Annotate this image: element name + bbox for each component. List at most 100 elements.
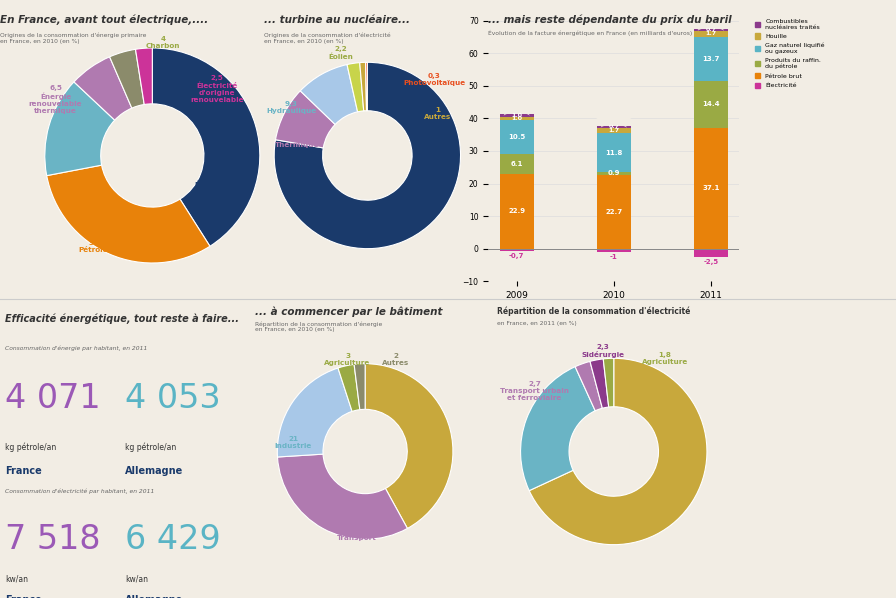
Wedge shape bbox=[109, 49, 144, 108]
Bar bbox=[500, 120, 534, 154]
Wedge shape bbox=[366, 62, 367, 111]
Wedge shape bbox=[354, 364, 365, 410]
Wedge shape bbox=[575, 361, 602, 411]
Wedge shape bbox=[278, 368, 352, 457]
Text: ... mais reste dépendante du prix du baril: ... mais reste dépendante du prix du bar… bbox=[488, 15, 732, 26]
Wedge shape bbox=[274, 62, 461, 249]
Text: En France, avant tout électrique,....: En France, avant tout électrique,.... bbox=[0, 15, 208, 26]
Wedge shape bbox=[135, 48, 152, 105]
Text: kg pétrole/an: kg pétrole/an bbox=[125, 443, 177, 452]
Text: 22.9: 22.9 bbox=[508, 208, 525, 214]
Text: 1,8
Agriculture: 1,8 Agriculture bbox=[642, 352, 688, 365]
Wedge shape bbox=[47, 165, 210, 263]
Wedge shape bbox=[275, 91, 335, 148]
Text: 7 518: 7 518 bbox=[5, 523, 100, 556]
Text: -1: -1 bbox=[610, 254, 617, 260]
Text: 2,5
Électricité
d'origine
renouvelable: 2,5 Électricité d'origine renouvelable bbox=[190, 75, 244, 103]
Text: 41
Électricité
d'origine
nucléaire: 41 Électricité d'origine nucléaire bbox=[194, 174, 236, 202]
Bar bbox=[597, 128, 631, 133]
Text: en France, en 2011 (en %): en France, en 2011 (en %) bbox=[497, 321, 577, 326]
Wedge shape bbox=[603, 358, 614, 407]
Text: Consommation d'électricité par habitant, en 2011: Consommation d'électricité par habitant,… bbox=[5, 489, 154, 494]
Text: 9,5
Thermique: 9,5 Thermique bbox=[275, 135, 320, 148]
Text: 1.7: 1.7 bbox=[705, 31, 717, 36]
Text: 1.7: 1.7 bbox=[608, 128, 619, 133]
Bar bbox=[597, 175, 631, 249]
Text: 0,3
Photovoltaïque: 0,3 Photovoltaïque bbox=[403, 72, 466, 86]
Text: 3
Agriculture: 3 Agriculture bbox=[324, 353, 371, 366]
Text: 25,1
Industrie: 25,1 Industrie bbox=[531, 428, 569, 441]
Text: ... à commencer par le bâtiment: ... à commencer par le bâtiment bbox=[255, 306, 443, 317]
Text: 32
Transport: 32 Transport bbox=[337, 529, 376, 541]
Text: Efficacité énergétique, tout reste à faire...: Efficacité énergétique, tout reste à fai… bbox=[5, 313, 239, 324]
Text: 1
Autres: 1 Autres bbox=[424, 107, 451, 120]
Bar bbox=[694, 31, 728, 36]
Text: 6,5
Énergie
renouvelable
thermique: 6,5 Énergie renouvelable thermique bbox=[29, 85, 82, 114]
Text: 68,1
Habitat-
tertiaire: 68,1 Habitat- tertiaire bbox=[664, 460, 698, 480]
Bar bbox=[500, 114, 534, 117]
Bar bbox=[500, 249, 534, 251]
Text: -2,5: -2,5 bbox=[703, 260, 719, 266]
Text: 4 053: 4 053 bbox=[125, 383, 221, 416]
Text: Répartition de la consommation d'énergie
en France, en 2010 (en %): Répartition de la consommation d'énergie… bbox=[255, 321, 383, 332]
Bar bbox=[597, 172, 631, 175]
Text: 2,3
Sidérurgie: 2,3 Sidérurgie bbox=[582, 344, 625, 358]
Bar bbox=[500, 174, 534, 249]
Wedge shape bbox=[360, 62, 366, 111]
Wedge shape bbox=[530, 358, 707, 545]
Text: ... turbine au nucléaire...: ... turbine au nucléaire... bbox=[264, 15, 410, 25]
Text: France: France bbox=[5, 466, 42, 476]
Text: 10.5: 10.5 bbox=[508, 134, 525, 140]
Text: France: France bbox=[5, 595, 42, 598]
Text: 6.1: 6.1 bbox=[511, 161, 523, 167]
Wedge shape bbox=[300, 65, 358, 124]
Text: Allemagne: Allemagne bbox=[125, 466, 184, 476]
Text: 15
Gaz: 15 Gaz bbox=[54, 138, 68, 151]
Bar bbox=[694, 128, 728, 249]
Wedge shape bbox=[365, 364, 452, 529]
Legend: Combustibles
nucléaires traités, Houille, Gaz naturel liquifié
ou gazeux, Produi: Combustibles nucléaires traités, Houille… bbox=[754, 19, 825, 89]
Text: 2,2
Éolien: 2,2 Éolien bbox=[329, 46, 354, 60]
Text: 13.7: 13.7 bbox=[702, 56, 719, 62]
Text: 22.7: 22.7 bbox=[605, 209, 623, 215]
Text: kw/an: kw/an bbox=[5, 575, 28, 584]
Text: 4
Charbon: 4 Charbon bbox=[146, 36, 180, 49]
Bar bbox=[500, 117, 534, 120]
Text: 37.1: 37.1 bbox=[702, 185, 719, 191]
Bar bbox=[597, 126, 631, 128]
Text: 11.8: 11.8 bbox=[605, 150, 623, 155]
Text: -0,7: -0,7 bbox=[509, 254, 524, 260]
Text: 42
Habitat-
tertiaire: 42 Habitat- tertiaire bbox=[408, 459, 442, 479]
Bar bbox=[694, 81, 728, 128]
Text: 9,3
Hydraulique: 9,3 Hydraulique bbox=[266, 100, 316, 114]
Bar bbox=[597, 249, 631, 252]
Text: 2,7
Transport urbain
et ferroviaire: 2,7 Transport urbain et ferroviaire bbox=[500, 381, 569, 401]
Text: 6 429: 6 429 bbox=[125, 523, 221, 556]
Wedge shape bbox=[74, 57, 132, 120]
Bar bbox=[597, 133, 631, 172]
Wedge shape bbox=[521, 367, 595, 490]
Wedge shape bbox=[45, 82, 115, 176]
Text: kw/an: kw/an bbox=[125, 575, 149, 584]
Bar bbox=[694, 36, 728, 81]
Bar bbox=[500, 154, 534, 174]
Text: Consommation d'énergie par habitant, en 2011: Consommation d'énergie par habitant, en … bbox=[5, 345, 148, 350]
Wedge shape bbox=[590, 359, 608, 408]
Text: 4 071: 4 071 bbox=[5, 383, 100, 416]
Text: 1.0: 1.0 bbox=[512, 116, 522, 121]
Wedge shape bbox=[338, 364, 360, 411]
Bar bbox=[694, 249, 728, 257]
Text: 31
Pétrole: 31 Pétrole bbox=[79, 240, 108, 254]
Text: kg pétrole/an: kg pétrole/an bbox=[5, 443, 56, 452]
Text: 0.9: 0.9 bbox=[607, 170, 620, 176]
Wedge shape bbox=[278, 454, 408, 539]
Text: 0.7: 0.7 bbox=[705, 28, 716, 32]
Text: 2
Autres: 2 Autres bbox=[383, 353, 409, 366]
Text: Répartition de la consommation d'électricité: Répartition de la consommation d'électri… bbox=[497, 306, 691, 316]
Text: Origines de la consommation d'énergie primaire
en France, en 2010 (en %): Origines de la consommation d'énergie pr… bbox=[0, 33, 146, 44]
Text: Allemagne: Allemagne bbox=[125, 595, 184, 598]
Text: 0.7: 0.7 bbox=[608, 124, 619, 129]
Text: 14.4: 14.4 bbox=[702, 102, 719, 108]
Bar bbox=[694, 29, 728, 31]
Text: Origines de la consommation d'électricité
en France, en 2010 (en %): Origines de la consommation d'électricit… bbox=[264, 33, 391, 44]
